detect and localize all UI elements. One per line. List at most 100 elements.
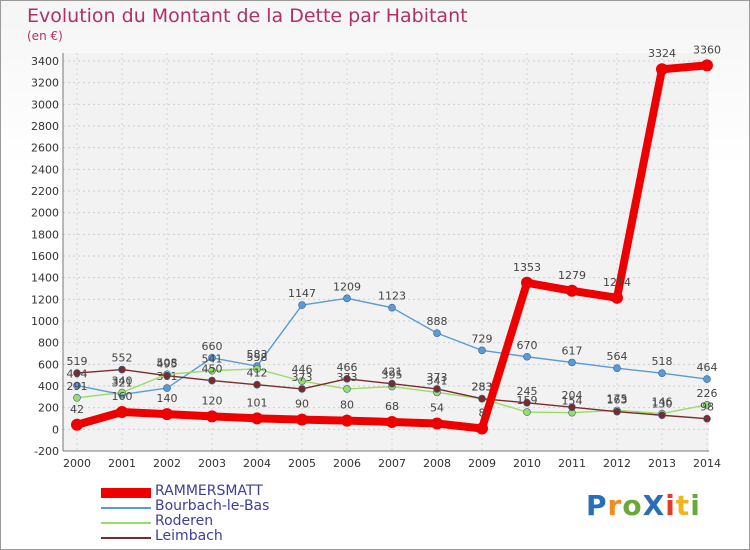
data-label: 1279 [558, 269, 586, 282]
data-point [341, 414, 353, 427]
y-tick-label: 400 [38, 380, 59, 393]
data-point [163, 371, 171, 380]
data-label: 101 [247, 396, 268, 409]
data-label: 558 [247, 351, 268, 364]
data-label: 160 [112, 390, 133, 403]
data-label: 583 [247, 348, 268, 361]
data-point [656, 63, 668, 76]
data-label: 373 [427, 371, 448, 384]
data-point [206, 410, 218, 423]
x-tick-label: 2014 [693, 457, 721, 470]
y-tick-label: 800 [38, 337, 59, 350]
data-label: 446 [292, 363, 313, 376]
data-point [478, 346, 486, 355]
y-tick-label: 1800 [31, 228, 59, 241]
x-tick-label: 2009 [468, 457, 496, 470]
data-point [343, 294, 351, 303]
x-tick-label: 2002 [153, 457, 181, 470]
x-tick-label: 2010 [513, 457, 541, 470]
data-label: 98 [700, 401, 714, 414]
data-label: 464 [697, 361, 718, 374]
logo-letter: i [665, 489, 676, 522]
x-tick-label: 2007 [378, 457, 406, 470]
data-label: 175 [607, 392, 628, 405]
data-point [163, 384, 171, 392]
data-point [208, 366, 216, 375]
data-label: 466 [337, 361, 358, 374]
data-label: 283 [472, 381, 493, 394]
y-tick-label: 0 [52, 423, 59, 436]
data-label: 3324 [648, 47, 676, 60]
data-label: 1353 [513, 261, 541, 274]
legend-label: RAMMERSMATT [155, 483, 263, 499]
data-label: 245 [517, 385, 538, 398]
y-tick-label: 1600 [31, 250, 59, 263]
data-point [658, 411, 666, 420]
logo-letter: t [675, 489, 691, 522]
y-tick-label: 3000 [31, 98, 59, 111]
y-tick-label: 2600 [31, 142, 59, 155]
data-label: 8 [479, 406, 486, 419]
data-label: 54 [430, 401, 444, 414]
data-point [433, 329, 441, 337]
data-label: 495 [157, 358, 178, 371]
data-label: 373 [292, 371, 313, 384]
proxiti-logo: ProXiti [586, 489, 701, 522]
data-label: 1209 [333, 280, 361, 293]
y-tick-label: 1400 [31, 272, 59, 285]
data-label: 518 [652, 355, 673, 368]
x-tick-label: 2000 [63, 457, 91, 470]
data-label: 146 [652, 396, 673, 409]
legend-label: Leimbach [155, 528, 223, 544]
series-bourbach-le-bas: 4043213816605831147120911238887296706175… [67, 280, 718, 399]
data-label: 321 [112, 377, 133, 390]
data-label: 90 [295, 398, 309, 411]
data-point [566, 284, 578, 297]
x-tick-label: 2003 [198, 457, 226, 470]
data-point [433, 385, 441, 393]
data-point [613, 407, 621, 416]
data-label: 42 [70, 403, 84, 416]
x-tick-label: 2001 [108, 457, 136, 470]
data-point [388, 379, 396, 388]
data-point [118, 388, 126, 397]
data-point [116, 406, 128, 418]
data-point [611, 291, 623, 304]
legend-swatch-rammersmatt [101, 488, 151, 498]
data-label: 291 [67, 380, 88, 393]
data-label: 412 [247, 367, 268, 380]
data-label: 660 [202, 340, 223, 353]
y-tick-label: 600 [38, 358, 59, 371]
data-label: 541 [202, 353, 223, 366]
data-label: 519 [67, 355, 88, 368]
data-label: 421 [382, 366, 403, 379]
data-label: 564 [607, 350, 628, 363]
data-label: 163 [607, 394, 628, 407]
data-point [298, 385, 306, 393]
y-tick-label: -200 [34, 445, 59, 458]
data-point [521, 276, 533, 289]
data-label: 130 [652, 397, 673, 410]
data-point [73, 369, 81, 377]
series-rammersmatt: 42 160 140 120 101 90 80 68 54 8 1353 1279 1214 3324 3… [70, 43, 721, 435]
legend-swatch-leimbach [101, 537, 151, 539]
y-tick-label: 2200 [31, 185, 59, 198]
data-point [253, 365, 261, 373]
data-label: 1214 [603, 276, 631, 289]
data-label: 80 [340, 399, 354, 412]
data-point [388, 303, 396, 312]
data-point [568, 358, 576, 367]
y-tick-label: 1200 [31, 293, 59, 306]
data-label: 508 [157, 356, 178, 369]
data-point [343, 385, 351, 393]
data-point [343, 375, 351, 383]
data-point [431, 417, 443, 430]
data-label: 670 [517, 339, 538, 352]
x-tick-label: 2006 [333, 457, 361, 470]
data-label: 729 [472, 332, 493, 345]
data-label: 340 [112, 375, 133, 388]
data-point [161, 408, 173, 421]
x-tick-label: 2005 [288, 457, 316, 470]
